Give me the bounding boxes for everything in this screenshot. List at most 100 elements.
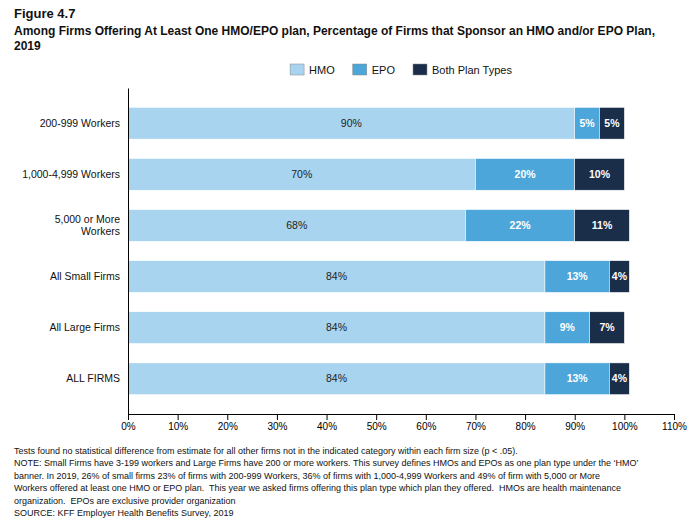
x-tick: 60% bbox=[416, 414, 436, 432]
x-tick-label: 0% bbox=[121, 421, 136, 432]
legend-label: EPO bbox=[372, 64, 396, 76]
subtitle: Among Firms Offering At Least One HMO/EP… bbox=[14, 24, 655, 53]
data-label: 9% bbox=[560, 321, 576, 333]
y-tick-label: All Small Firms bbox=[50, 270, 120, 282]
plot: 90% 70% 68% 84% 84% 84% 5% 20% 22% 13% 9% 13% 5% 10% 1… bbox=[22, 89, 687, 433]
x-tick: 100% bbox=[612, 414, 638, 432]
x-axis: 0%10%20%30%40%50%60%70%80%90%100%110% bbox=[121, 414, 687, 432]
x-tick-mark bbox=[227, 414, 228, 420]
x-tick-mark bbox=[475, 414, 476, 420]
data-label: 84% bbox=[326, 321, 347, 333]
x-tick-label: 10% bbox=[168, 421, 188, 432]
data-label: 11% bbox=[592, 219, 613, 231]
x-tick-label: 90% bbox=[565, 421, 585, 432]
x-tick-label: 30% bbox=[267, 421, 287, 432]
footnote: banner. In 2019, 26% of small firms 23% … bbox=[14, 471, 600, 481]
series-0 bbox=[128, 107, 575, 394]
x-tick-label: 40% bbox=[317, 421, 337, 432]
data-label: 4% bbox=[612, 270, 628, 282]
data-label: 7% bbox=[599, 321, 615, 333]
bars bbox=[128, 107, 629, 394]
bar bbox=[128, 363, 545, 395]
footnote: Tests found no statistical difference fr… bbox=[14, 446, 518, 456]
bar bbox=[545, 363, 610, 395]
data-label: 5% bbox=[604, 117, 620, 129]
bar bbox=[128, 210, 466, 242]
legend-label: HMO bbox=[309, 64, 335, 76]
y-axis: 200-999 Workers 1,000-4,999 Workers 5,000 … bbox=[22, 89, 128, 415]
x-tick-mark bbox=[624, 414, 625, 420]
legend-swatch bbox=[290, 64, 304, 75]
footnote: organization. EPOs are exclusive provide… bbox=[14, 496, 236, 506]
x-tick: 110% bbox=[662, 414, 687, 432]
data-label: 68% bbox=[286, 219, 307, 231]
data-label: 13% bbox=[567, 372, 589, 384]
x-tick-mark bbox=[327, 414, 328, 420]
data-label: 84% bbox=[326, 270, 347, 282]
legend: HMO EPO Both Plan Types bbox=[290, 64, 512, 76]
data-labels: 90% 70% 68% 84% 84% 84% 5% 20% 22% 13% 9% 13% 5% 10% 1… bbox=[286, 117, 627, 384]
data-label: 4% bbox=[612, 372, 628, 384]
data-label: 70% bbox=[291, 168, 312, 180]
data-label: 13% bbox=[567, 270, 589, 282]
x-tick: 20% bbox=[218, 414, 238, 432]
x-tick-label: 110% bbox=[662, 421, 687, 432]
y-tick-label: 5,000 or MoreWorkers bbox=[55, 213, 121, 237]
y-tick: ALL FIRMS bbox=[66, 372, 120, 384]
x-tick-label: 20% bbox=[218, 421, 238, 432]
bar bbox=[590, 312, 625, 344]
y-tick: All Small Firms bbox=[50, 270, 120, 282]
data-label: 20% bbox=[515, 168, 537, 180]
y-axis-line bbox=[128, 89, 129, 415]
x-tick-mark bbox=[674, 414, 675, 420]
title: Figure 4.7 bbox=[14, 6, 75, 21]
bar bbox=[466, 210, 575, 242]
x-tick-mark bbox=[178, 414, 179, 420]
bar bbox=[475, 159, 574, 191]
x-tick-label: 50% bbox=[367, 421, 387, 432]
legend-label: Both Plan Types bbox=[432, 64, 512, 76]
y-tick-label: ALL FIRMS bbox=[66, 372, 120, 384]
x-tick: 50% bbox=[367, 414, 387, 432]
x-axis-line bbox=[129, 415, 675, 421]
x-tick-label: 100% bbox=[612, 421, 638, 432]
data-label: 5% bbox=[580, 117, 596, 129]
legend-swatch bbox=[353, 64, 367, 75]
y-tick-label: All Large Firms bbox=[49, 321, 120, 333]
bar bbox=[128, 107, 575, 139]
data-label: 90% bbox=[341, 117, 362, 129]
bar bbox=[128, 159, 475, 191]
x-tick-mark bbox=[128, 414, 129, 420]
y-tick: 200-999 Workers bbox=[40, 117, 120, 129]
x-tick-mark bbox=[376, 414, 377, 420]
data-label: 84% bbox=[326, 372, 347, 384]
bar bbox=[545, 312, 590, 344]
x-tick: 10% bbox=[168, 414, 188, 432]
x-tick: 80% bbox=[516, 414, 536, 432]
series-1 bbox=[466, 107, 610, 394]
bar bbox=[128, 312, 545, 344]
x-tick: 90% bbox=[565, 414, 585, 432]
y-tick-label: 200-999 Workers bbox=[40, 117, 120, 129]
x-tick-mark bbox=[277, 414, 278, 420]
chart: Figure 4.7 Among Firms Offering At Least … bbox=[0, 0, 698, 525]
x-tick-label: 60% bbox=[416, 421, 436, 432]
y-tick: 1,000-4,999 Workers bbox=[22, 168, 120, 180]
footnote: SOURCE: KFF Employer Health Benefits Sur… bbox=[14, 508, 233, 518]
y-tick: 5,000 or MoreWorkers bbox=[55, 213, 121, 237]
x-tick-label: 80% bbox=[516, 421, 536, 432]
legend-swatch bbox=[413, 64, 427, 75]
legend-item: Both Plan Types bbox=[413, 64, 512, 76]
bar bbox=[575, 159, 625, 191]
legend-item: EPO bbox=[353, 64, 396, 76]
bar bbox=[575, 107, 600, 139]
data-label: 22% bbox=[510, 219, 532, 231]
x-tick-mark bbox=[575, 414, 576, 420]
y-tick: All Large Firms bbox=[49, 321, 120, 333]
series-2 bbox=[575, 107, 630, 394]
x-tick-mark bbox=[525, 414, 526, 420]
data-label: 10% bbox=[589, 168, 611, 180]
footnote: Workers offered at least one HMO or EPO … bbox=[14, 483, 621, 493]
bar bbox=[128, 261, 545, 293]
x-tick: 30% bbox=[267, 414, 287, 432]
